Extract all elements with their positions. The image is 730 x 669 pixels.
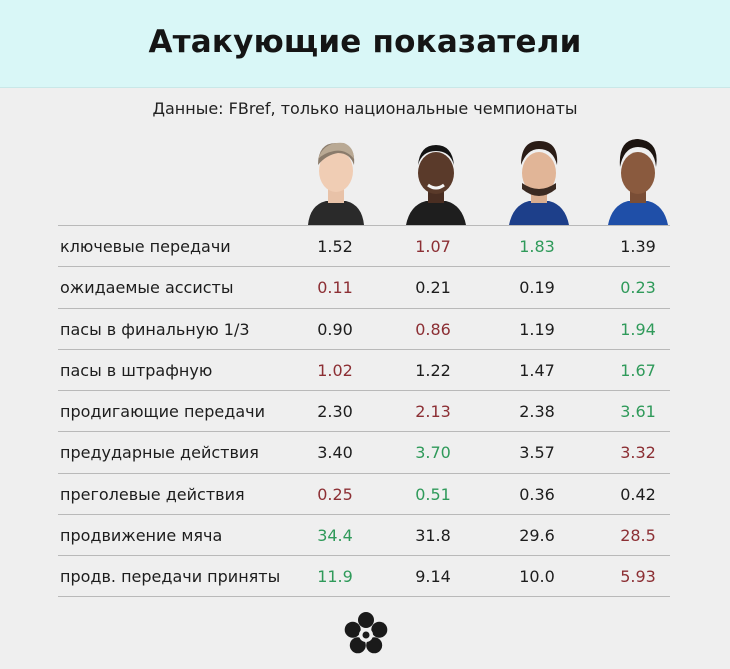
stat-value-player-2: 2.13 — [415, 402, 451, 422]
player-photo-4 — [606, 133, 670, 225]
table-row: продигающие передачи 2.30 2.13 2.38 3.61 — [58, 390, 670, 431]
stat-value-player-1: 0.11 — [317, 278, 353, 298]
stat-value-player-2: 3.70 — [415, 443, 451, 463]
flower-logo-icon — [344, 612, 388, 656]
stat-value-player-1: 3.40 — [317, 443, 353, 463]
table-row: ключевые передачи 1.52 1.07 1.83 1.39 — [58, 225, 670, 266]
stat-value-player-1: 1.52 — [317, 237, 353, 256]
stat-value-player-4: 3.32 — [620, 443, 656, 463]
player-photo-3 — [507, 133, 571, 225]
stat-value-player-1: 0.25 — [317, 484, 353, 504]
stat-value-player-1: 34.4 — [317, 526, 353, 546]
stat-value-player-3: 1.47 — [519, 360, 555, 380]
stat-label: преголевые действия — [60, 484, 245, 504]
table-row: преголевые действия 0.25 0.51 0.36 0.42 — [58, 472, 670, 514]
stat-value-player-2: 0.21 — [415, 278, 451, 298]
stat-value-player-1: 1.02 — [317, 360, 353, 380]
player-photo-1 — [304, 133, 368, 225]
stat-label: продигающие передачи — [60, 402, 265, 422]
player-photo-2 — [404, 133, 468, 225]
stat-value-player-2: 1.22 — [415, 360, 451, 380]
stat-label: продв. передачи приняты — [60, 567, 281, 587]
stat-label: ожидаемые ассисты — [60, 278, 234, 298]
stat-value-player-4: 1.39 — [620, 237, 656, 256]
stat-value-player-1: 11.9 — [317, 567, 353, 587]
stat-value-player-3: 10.0 — [519, 567, 555, 587]
header-banner: Атакующие показатели — [0, 0, 730, 88]
table-row: продв. передачи приняты 11.9 9.14 10.0 5.93 — [58, 555, 670, 597]
stat-value-player-4: 1.94 — [620, 319, 656, 339]
stat-value-player-3: 29.6 — [519, 526, 555, 546]
table-row: ожидаемые ассисты 0.11 0.21 0.19 0.23 — [58, 266, 670, 307]
stat-value-player-4: 3.61 — [620, 402, 656, 422]
data-source-subtitle: Данные: FBref, только национальные чемпи… — [152, 99, 578, 118]
stat-value-player-4: 1.67 — [620, 360, 656, 380]
stat-value-player-2: 0.86 — [415, 319, 451, 339]
stat-value-player-1: 0.90 — [317, 319, 353, 339]
stat-value-player-2: 1.07 — [415, 237, 451, 256]
stat-label: пасы в штрафную — [60, 360, 213, 380]
stat-value-player-3: 1.83 — [519, 237, 555, 256]
stat-value-player-4: 0.42 — [620, 484, 656, 504]
stat-label: предударные действия — [60, 443, 259, 463]
stat-value-player-2: 9.14 — [415, 567, 451, 587]
stat-value-player-3: 0.19 — [519, 278, 555, 298]
stat-label: продвижение мяча — [60, 526, 223, 546]
stat-value-player-4: 28.5 — [620, 526, 656, 546]
stat-value-player-4: 0.23 — [620, 278, 656, 298]
table-row: предударные действия 3.40 3.70 3.57 3.32 — [58, 431, 670, 472]
stat-value-player-2: 0.51 — [415, 484, 451, 504]
table-row: пасы в финальную 1/3 0.90 0.86 1.19 1.94 — [58, 307, 670, 349]
stat-value-player-1: 2.30 — [317, 402, 353, 422]
stat-label: пасы в финальную 1/3 — [60, 319, 250, 339]
stats-table: ключевые передачи 1.52 1.07 1.83 1.39 ожидаем… — [58, 225, 670, 597]
stat-value-player-4: 5.93 — [620, 567, 656, 587]
table-row: продвижение мяча 34.4 31.8 29.6 28.5 — [58, 514, 670, 555]
stat-value-player-3: 0.36 — [519, 484, 555, 504]
stat-value-player-2: 31.8 — [415, 526, 451, 546]
stat-value-player-3: 1.19 — [519, 319, 555, 339]
stat-value-player-3: 3.57 — [519, 443, 555, 463]
stat-label: ключевые передачи — [60, 237, 231, 256]
stat-value-player-3: 2.38 — [519, 402, 555, 422]
page-title: Атакующие показатели — [148, 24, 582, 60]
table-row: пасы в штрафную 1.02 1.22 1.47 1.67 — [58, 348, 670, 390]
